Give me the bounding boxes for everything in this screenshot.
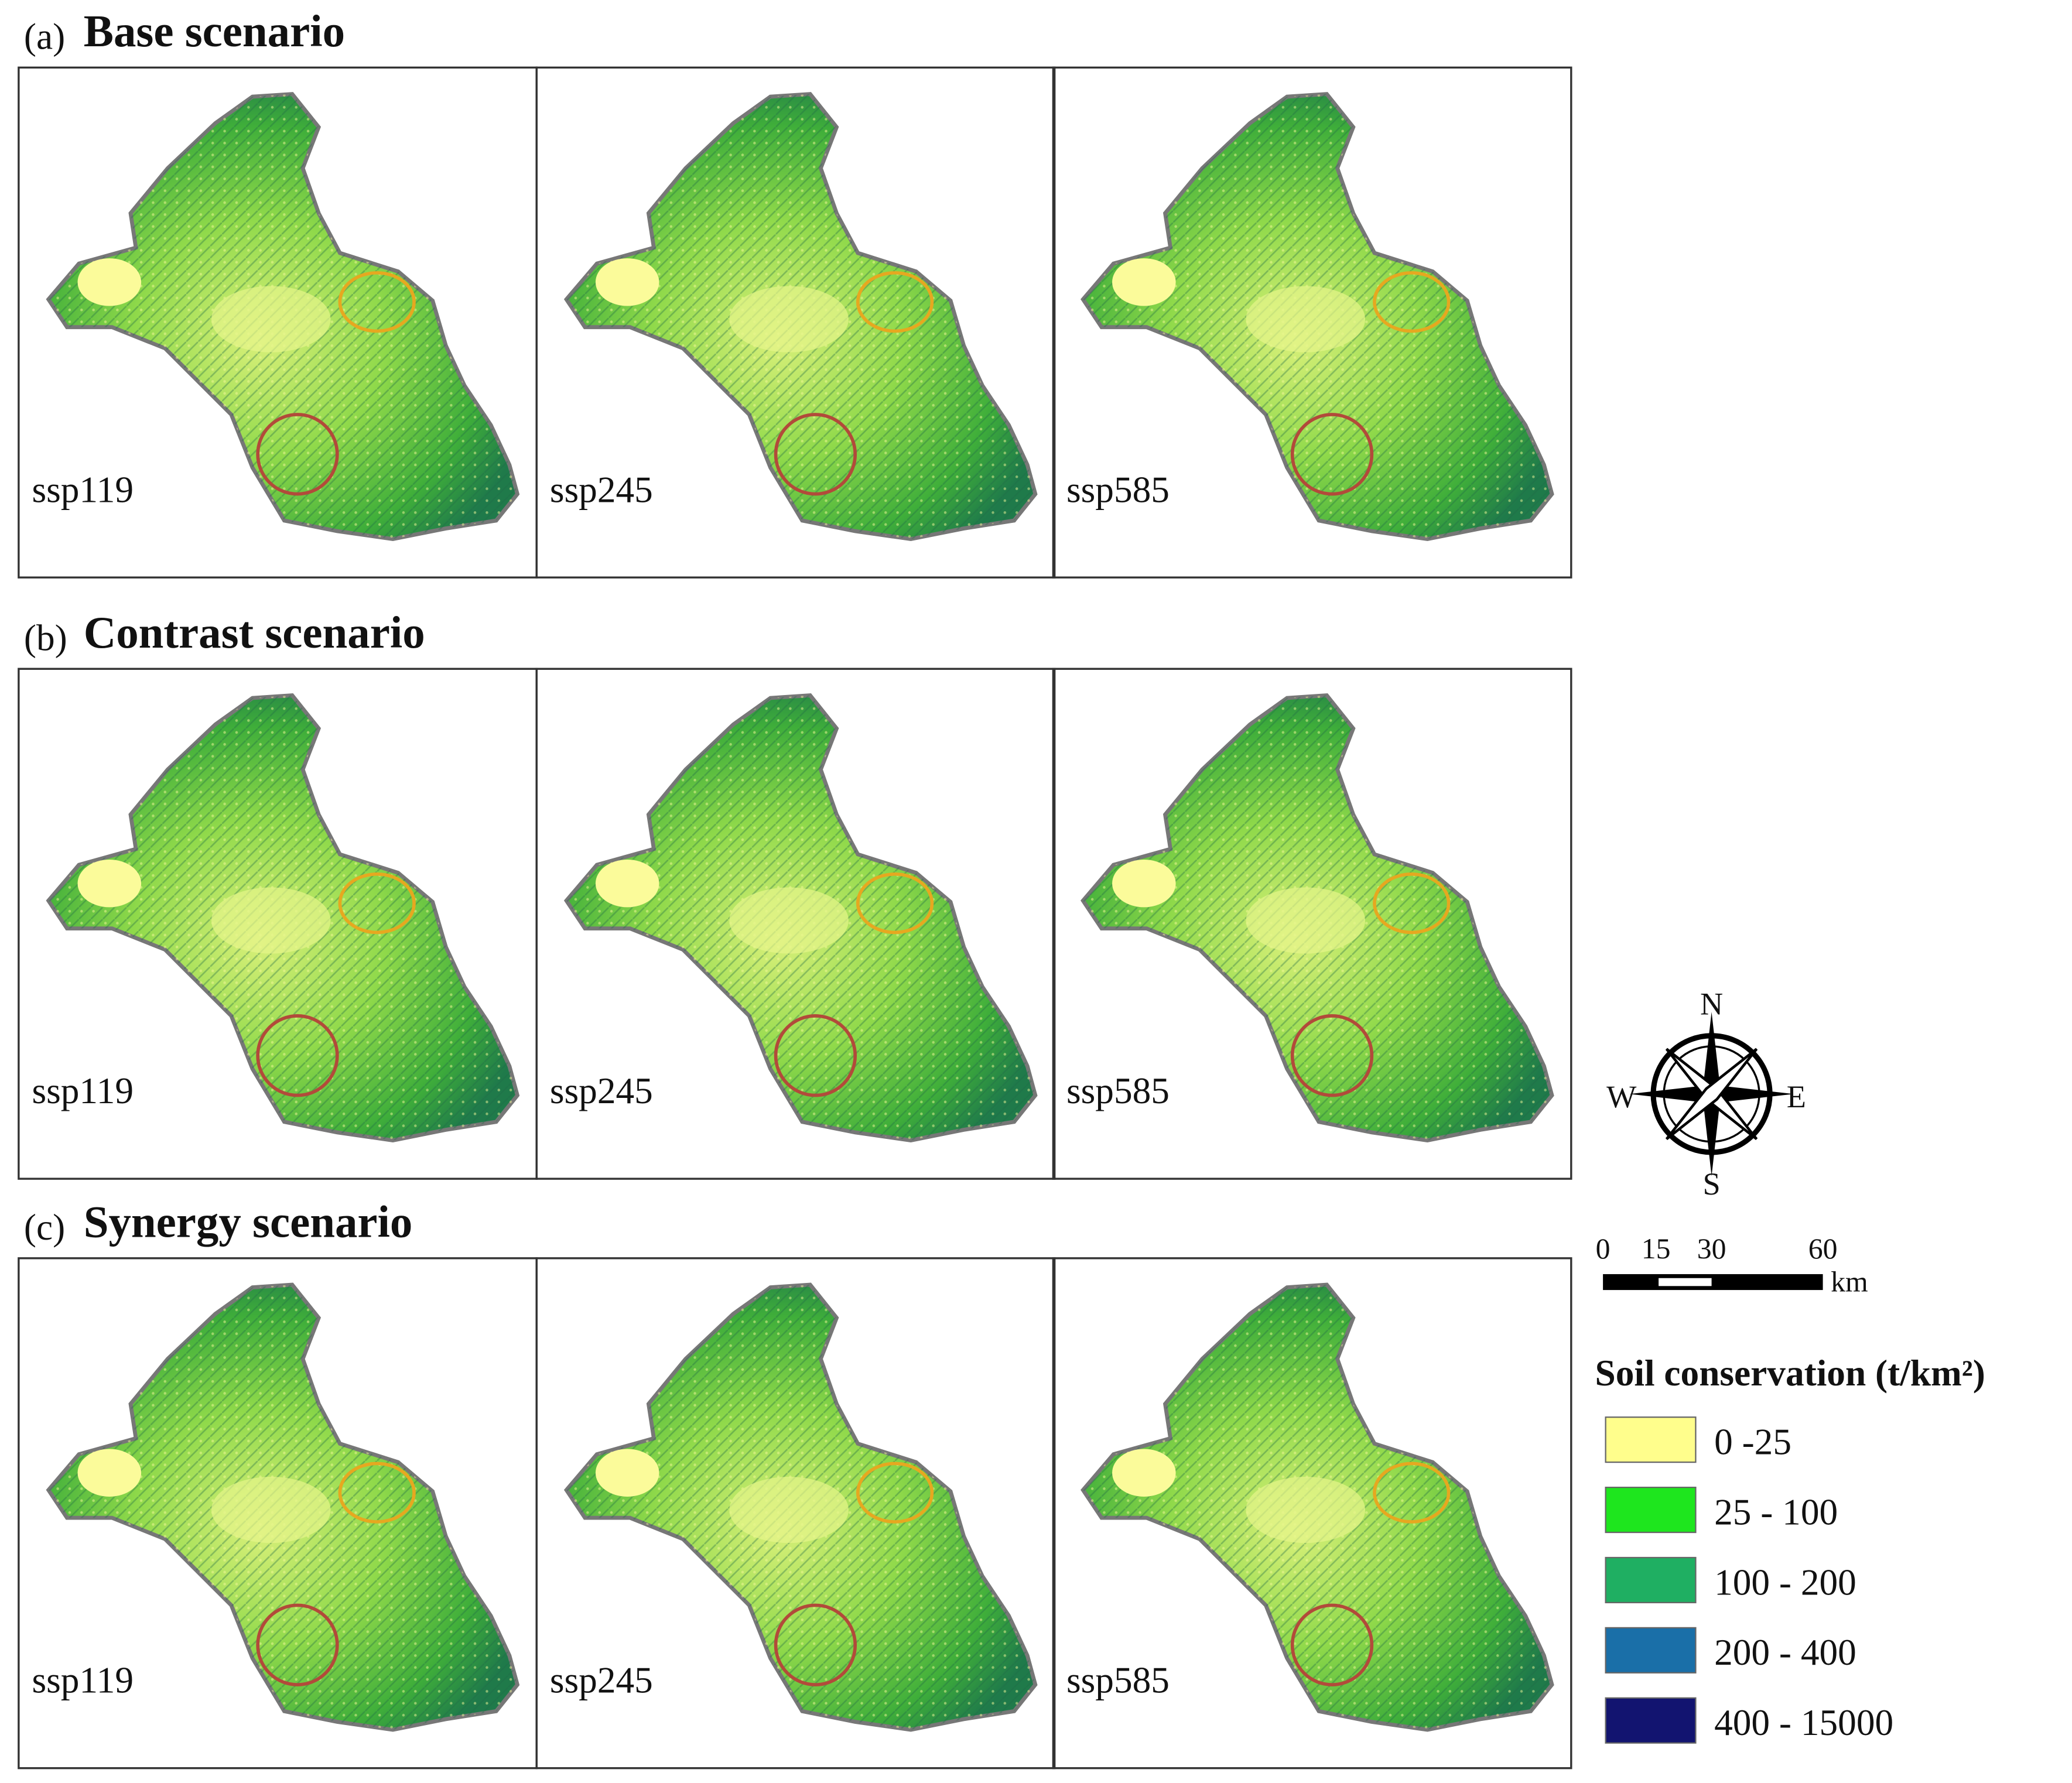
compass-rose [1629,1012,1794,1176]
map-label: ssp245 [550,1070,653,1111]
map-frame [1052,66,1572,579]
scale-label: 30 [1697,1233,1726,1265]
map-frame [1052,1257,1572,1770]
map-label: ssp119 [32,1070,134,1111]
legend-label: 0 -25 [1714,1422,1791,1463]
map-label: ssp245 [550,1660,653,1701]
legend-label: 200 - 400 [1714,1632,1856,1673]
legend-title: Soil conservation (t/km²) [1595,1353,1985,1394]
panel-letter: (b) [24,618,67,659]
legend-swatch [1605,1416,1697,1463]
map-label: ssp585 [1066,469,1170,510]
legend-label: 400 - 15000 [1714,1702,1893,1743]
legend-swatch [1605,1556,1697,1604]
compass-label: S [1702,1166,1720,1202]
compass-label: E [1787,1079,1806,1114]
map-frame [535,1257,1056,1770]
map-label: ssp119 [32,1660,134,1701]
map-label: ssp119 [32,469,134,510]
panel-title: Base scenario [84,6,345,56]
legend-swatch [1605,1697,1697,1744]
legend-swatch [1605,1486,1697,1534]
map-label: ssp245 [550,469,653,510]
scale-label: 15 [1642,1233,1671,1265]
map-frame [535,668,1056,1180]
panel-title: Synergy scenario [84,1197,413,1247]
scale-label: 0 [1596,1233,1611,1265]
legend-label: 100 - 200 [1714,1562,1856,1603]
scale-bar-gap [1659,1278,1712,1286]
panel-letter: (c) [24,1207,65,1248]
scale-unit: km [1831,1265,1868,1298]
map-frame [1052,668,1572,1180]
map-label: ssp585 [1066,1070,1170,1111]
compass-label: N [1700,987,1723,1022]
panel-letter: (a) [24,16,65,57]
panel-title: Contrast scenario [84,607,425,658]
legend-label: 25 - 100 [1714,1491,1838,1532]
compass-label: W [1606,1079,1637,1114]
map-frame [535,66,1056,579]
scale-bar [1603,1274,1823,1291]
map-label: ssp585 [1066,1660,1170,1701]
legend-swatch [1605,1627,1697,1674]
scale-label: 60 [1808,1233,1838,1265]
